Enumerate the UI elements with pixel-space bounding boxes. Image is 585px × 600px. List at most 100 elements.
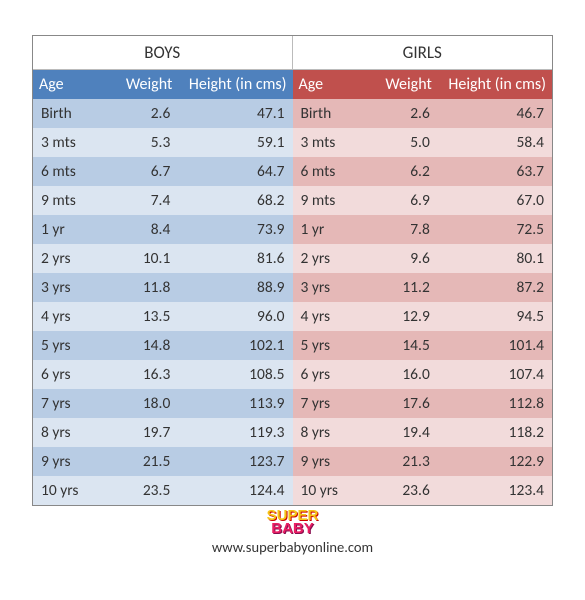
cell-height: 119.3 (178, 418, 292, 447)
cell-height: 101.4 (438, 331, 552, 360)
cell-height: 112.8 (438, 389, 552, 418)
cell-height: 108.5 (178, 360, 292, 389)
cell-age: 3 yrs (33, 273, 100, 302)
cell-age: 8 yrs (33, 418, 100, 447)
boys-col-height: Height (in cms) (178, 70, 292, 99)
table-row: 6 yrs16.3108.5 (33, 360, 293, 389)
cell-age: 4 yrs (293, 302, 360, 331)
table-row: Birth2.647.1 (33, 99, 293, 128)
cell-age: 9 yrs (33, 447, 100, 476)
cell-weight: 21.5 (100, 447, 178, 476)
girls-section: GIRLS Age Weight Height (in cms) Birth2.… (293, 36, 553, 505)
footer: SUPER BABY www.superbabyonline.com (32, 510, 553, 556)
cell-age: 7 yrs (293, 389, 360, 418)
table-row: 4 yrs13.596.0 (33, 302, 293, 331)
cell-age: 1 yr (33, 215, 100, 244)
table-row: 3 yrs11.287.2 (293, 273, 553, 302)
cell-weight: 16.0 (360, 360, 438, 389)
cell-age: 2 yrs (293, 244, 360, 273)
cell-height: 64.7 (178, 157, 292, 186)
cell-height: 123.7 (178, 447, 292, 476)
table-row: 9 yrs21.5123.7 (33, 447, 293, 476)
cell-height: 59.1 (178, 128, 292, 157)
cell-height: 80.1 (438, 244, 552, 273)
cell-height: 102.1 (178, 331, 292, 360)
cell-height: 67.0 (438, 186, 552, 215)
cell-weight: 5.3 (100, 128, 178, 157)
cell-age: 3 mts (33, 128, 100, 157)
cell-height: 47.1 (178, 99, 292, 128)
cell-age: 3 yrs (293, 273, 360, 302)
cell-height: 113.9 (178, 389, 292, 418)
cell-height: 124.4 (178, 476, 292, 505)
cell-age: 6 yrs (293, 360, 360, 389)
cell-age: 5 yrs (33, 331, 100, 360)
table-row: 9 mts6.967.0 (293, 186, 553, 215)
table-row: 8 yrs19.4118.2 (293, 418, 553, 447)
table-row: 1 yr7.872.5 (293, 215, 553, 244)
cell-height: 46.7 (438, 99, 552, 128)
boys-table: Age Weight Height (in cms) Birth2.647.13… (33, 70, 293, 505)
cell-age: 6 mts (33, 157, 100, 186)
table-row: 7 yrs17.6112.8 (293, 389, 553, 418)
cell-weight: 6.9 (360, 186, 438, 215)
cell-height: 123.4 (438, 476, 552, 505)
cell-age: 6 yrs (33, 360, 100, 389)
cell-weight: 13.5 (100, 302, 178, 331)
cell-age: 10 yrs (293, 476, 360, 505)
cell-age: 9 yrs (293, 447, 360, 476)
table-row: 5 yrs14.5101.4 (293, 331, 553, 360)
cell-weight: 9.6 (360, 244, 438, 273)
cell-height: 81.6 (178, 244, 292, 273)
cell-age: 4 yrs (33, 302, 100, 331)
cell-age: 3 mts (293, 128, 360, 157)
cell-weight: 16.3 (100, 360, 178, 389)
cell-weight: 14.5 (360, 331, 438, 360)
cell-age: 7 yrs (33, 389, 100, 418)
cell-height: 72.5 (438, 215, 552, 244)
boys-col-age: Age (33, 70, 100, 99)
cell-height: 73.9 (178, 215, 292, 244)
table-row: 2 yrs10.181.6 (33, 244, 293, 273)
superbaby-logo: SUPER BABY (267, 510, 319, 536)
site-url: www.superbabyonline.com (32, 538, 553, 556)
cell-age: 1 yr (293, 215, 360, 244)
tables-row: BOYS Age Weight Height (in cms) Birth2.6… (33, 36, 552, 505)
cell-height: 118.2 (438, 418, 552, 447)
cell-age: 5 yrs (293, 331, 360, 360)
boys-section: BOYS Age Weight Height (in cms) Birth2.6… (33, 36, 293, 505)
cell-weight: 8.4 (100, 215, 178, 244)
cell-weight: 11.8 (100, 273, 178, 302)
cell-weight: 2.6 (100, 99, 178, 128)
cell-age: 10 yrs (33, 476, 100, 505)
cell-age: Birth (33, 99, 100, 128)
cell-age: Birth (293, 99, 360, 128)
cell-weight: 19.4 (360, 418, 438, 447)
cell-weight: 6.7 (100, 157, 178, 186)
cell-age: 8 yrs (293, 418, 360, 447)
girls-title: GIRLS (293, 36, 553, 70)
table-row: 10 yrs23.5124.4 (33, 476, 293, 505)
table-row: 5 yrs14.8102.1 (33, 331, 293, 360)
cell-height: 107.4 (438, 360, 552, 389)
boys-header-row: Age Weight Height (in cms) (33, 70, 293, 99)
girls-col-age: Age (293, 70, 360, 99)
girls-col-weight: Weight (360, 70, 438, 99)
cell-weight: 2.6 (360, 99, 438, 128)
girls-table: Age Weight Height (in cms) Birth2.646.73… (293, 70, 553, 505)
table-row: 2 yrs9.680.1 (293, 244, 553, 273)
cell-age: 6 mts (293, 157, 360, 186)
boys-title: BOYS (33, 36, 293, 70)
cell-weight: 14.8 (100, 331, 178, 360)
girls-header-row: Age Weight Height (in cms) (293, 70, 553, 99)
cell-height: 87.2 (438, 273, 552, 302)
cell-weight: 21.3 (360, 447, 438, 476)
cell-age: 2 yrs (33, 244, 100, 273)
cell-weight: 17.6 (360, 389, 438, 418)
cell-height: 58.4 (438, 128, 552, 157)
cell-height: 88.9 (178, 273, 292, 302)
cell-weight: 7.8 (360, 215, 438, 244)
cell-weight: 23.6 (360, 476, 438, 505)
table-row: Birth2.646.7 (293, 99, 553, 128)
table-row: 1 yr8.473.9 (33, 215, 293, 244)
